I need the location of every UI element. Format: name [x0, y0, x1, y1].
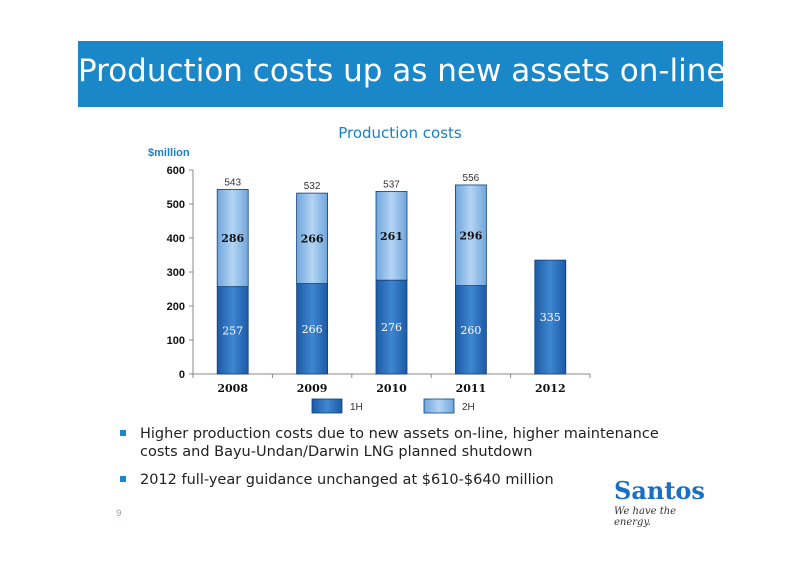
bar-1h-label: 260	[460, 324, 481, 337]
bar-2h	[454, 184, 487, 286]
bar-1h	[534, 259, 567, 375]
bullet-item: Higher production costs due to new asset…	[120, 425, 680, 461]
bar-1h	[216, 286, 249, 375]
y-tick-label: 100	[167, 335, 185, 347]
bullet-text: Higher production costs due to new asset…	[140, 426, 659, 460]
logo-tagline: We have the energy.	[614, 506, 677, 528]
bar-total-label: 543	[224, 177, 241, 188]
y-tick-label: 0	[179, 369, 185, 381]
bar-2h	[375, 191, 408, 281]
x-tick-label: 2009	[297, 382, 328, 395]
legend-label: 2H	[462, 402, 475, 413]
slide-title: Production costs up as new assets on-lin…	[78, 53, 726, 89]
bar-2h	[216, 188, 249, 288]
santos-logo: Santos We have the energy.	[614, 476, 714, 529]
bar-1h-label: 335	[540, 311, 561, 324]
legend-swatch	[423, 398, 455, 414]
logo-name: Santos	[614, 476, 705, 505]
production-costs-chart: $million 0 100 200 300 400 500 600 257 286 543 2008…	[148, 148, 591, 414]
y-tick-label: 500	[167, 199, 185, 211]
legend-swatch	[311, 398, 343, 414]
x-tick-label: 2008	[217, 382, 248, 395]
bar-1h	[375, 279, 408, 375]
y-tick-label: 400	[167, 233, 185, 245]
bar-2h-label: 286	[221, 232, 244, 245]
bar-total-label: 556	[463, 173, 480, 184]
bullet-text: 2012 full-year guidance unchanged at $61…	[140, 472, 554, 488]
bar-1h-label: 257	[222, 324, 243, 337]
x-tick-label: 2012	[535, 382, 566, 395]
title-bar: Production costs up as new assets on-lin…	[78, 41, 726, 107]
x-tick-label: 2011	[456, 382, 487, 395]
bar-2h-label: 261	[380, 230, 403, 243]
bar-1h-label: 266	[302, 323, 323, 336]
page-number: 9	[116, 509, 122, 519]
bullet-marker-icon	[120, 476, 126, 482]
bullet-item: 2012 full-year guidance unchanged at $61…	[120, 471, 680, 489]
chart-title: Production costs	[338, 124, 462, 142]
y-tick-label: 200	[167, 301, 185, 313]
y-axis-label: $million	[148, 148, 190, 159]
bar-total-label: 532	[304, 181, 321, 192]
y-tick-label: 600	[167, 165, 185, 177]
bar-1h-label: 276	[381, 321, 402, 334]
bar-total-label: 537	[383, 179, 400, 190]
legend-label: 1H	[350, 402, 363, 413]
bullet-list: Higher production costs due to new asset…	[120, 425, 680, 499]
bar-1h	[296, 283, 329, 375]
y-tick-label: 300	[167, 267, 185, 279]
bar-2h-label: 266	[301, 232, 324, 245]
bar-2h-label: 296	[459, 229, 482, 242]
x-tick-label: 2010	[376, 382, 407, 395]
bar-2h	[296, 192, 329, 284]
bullet-marker-icon	[120, 430, 126, 436]
